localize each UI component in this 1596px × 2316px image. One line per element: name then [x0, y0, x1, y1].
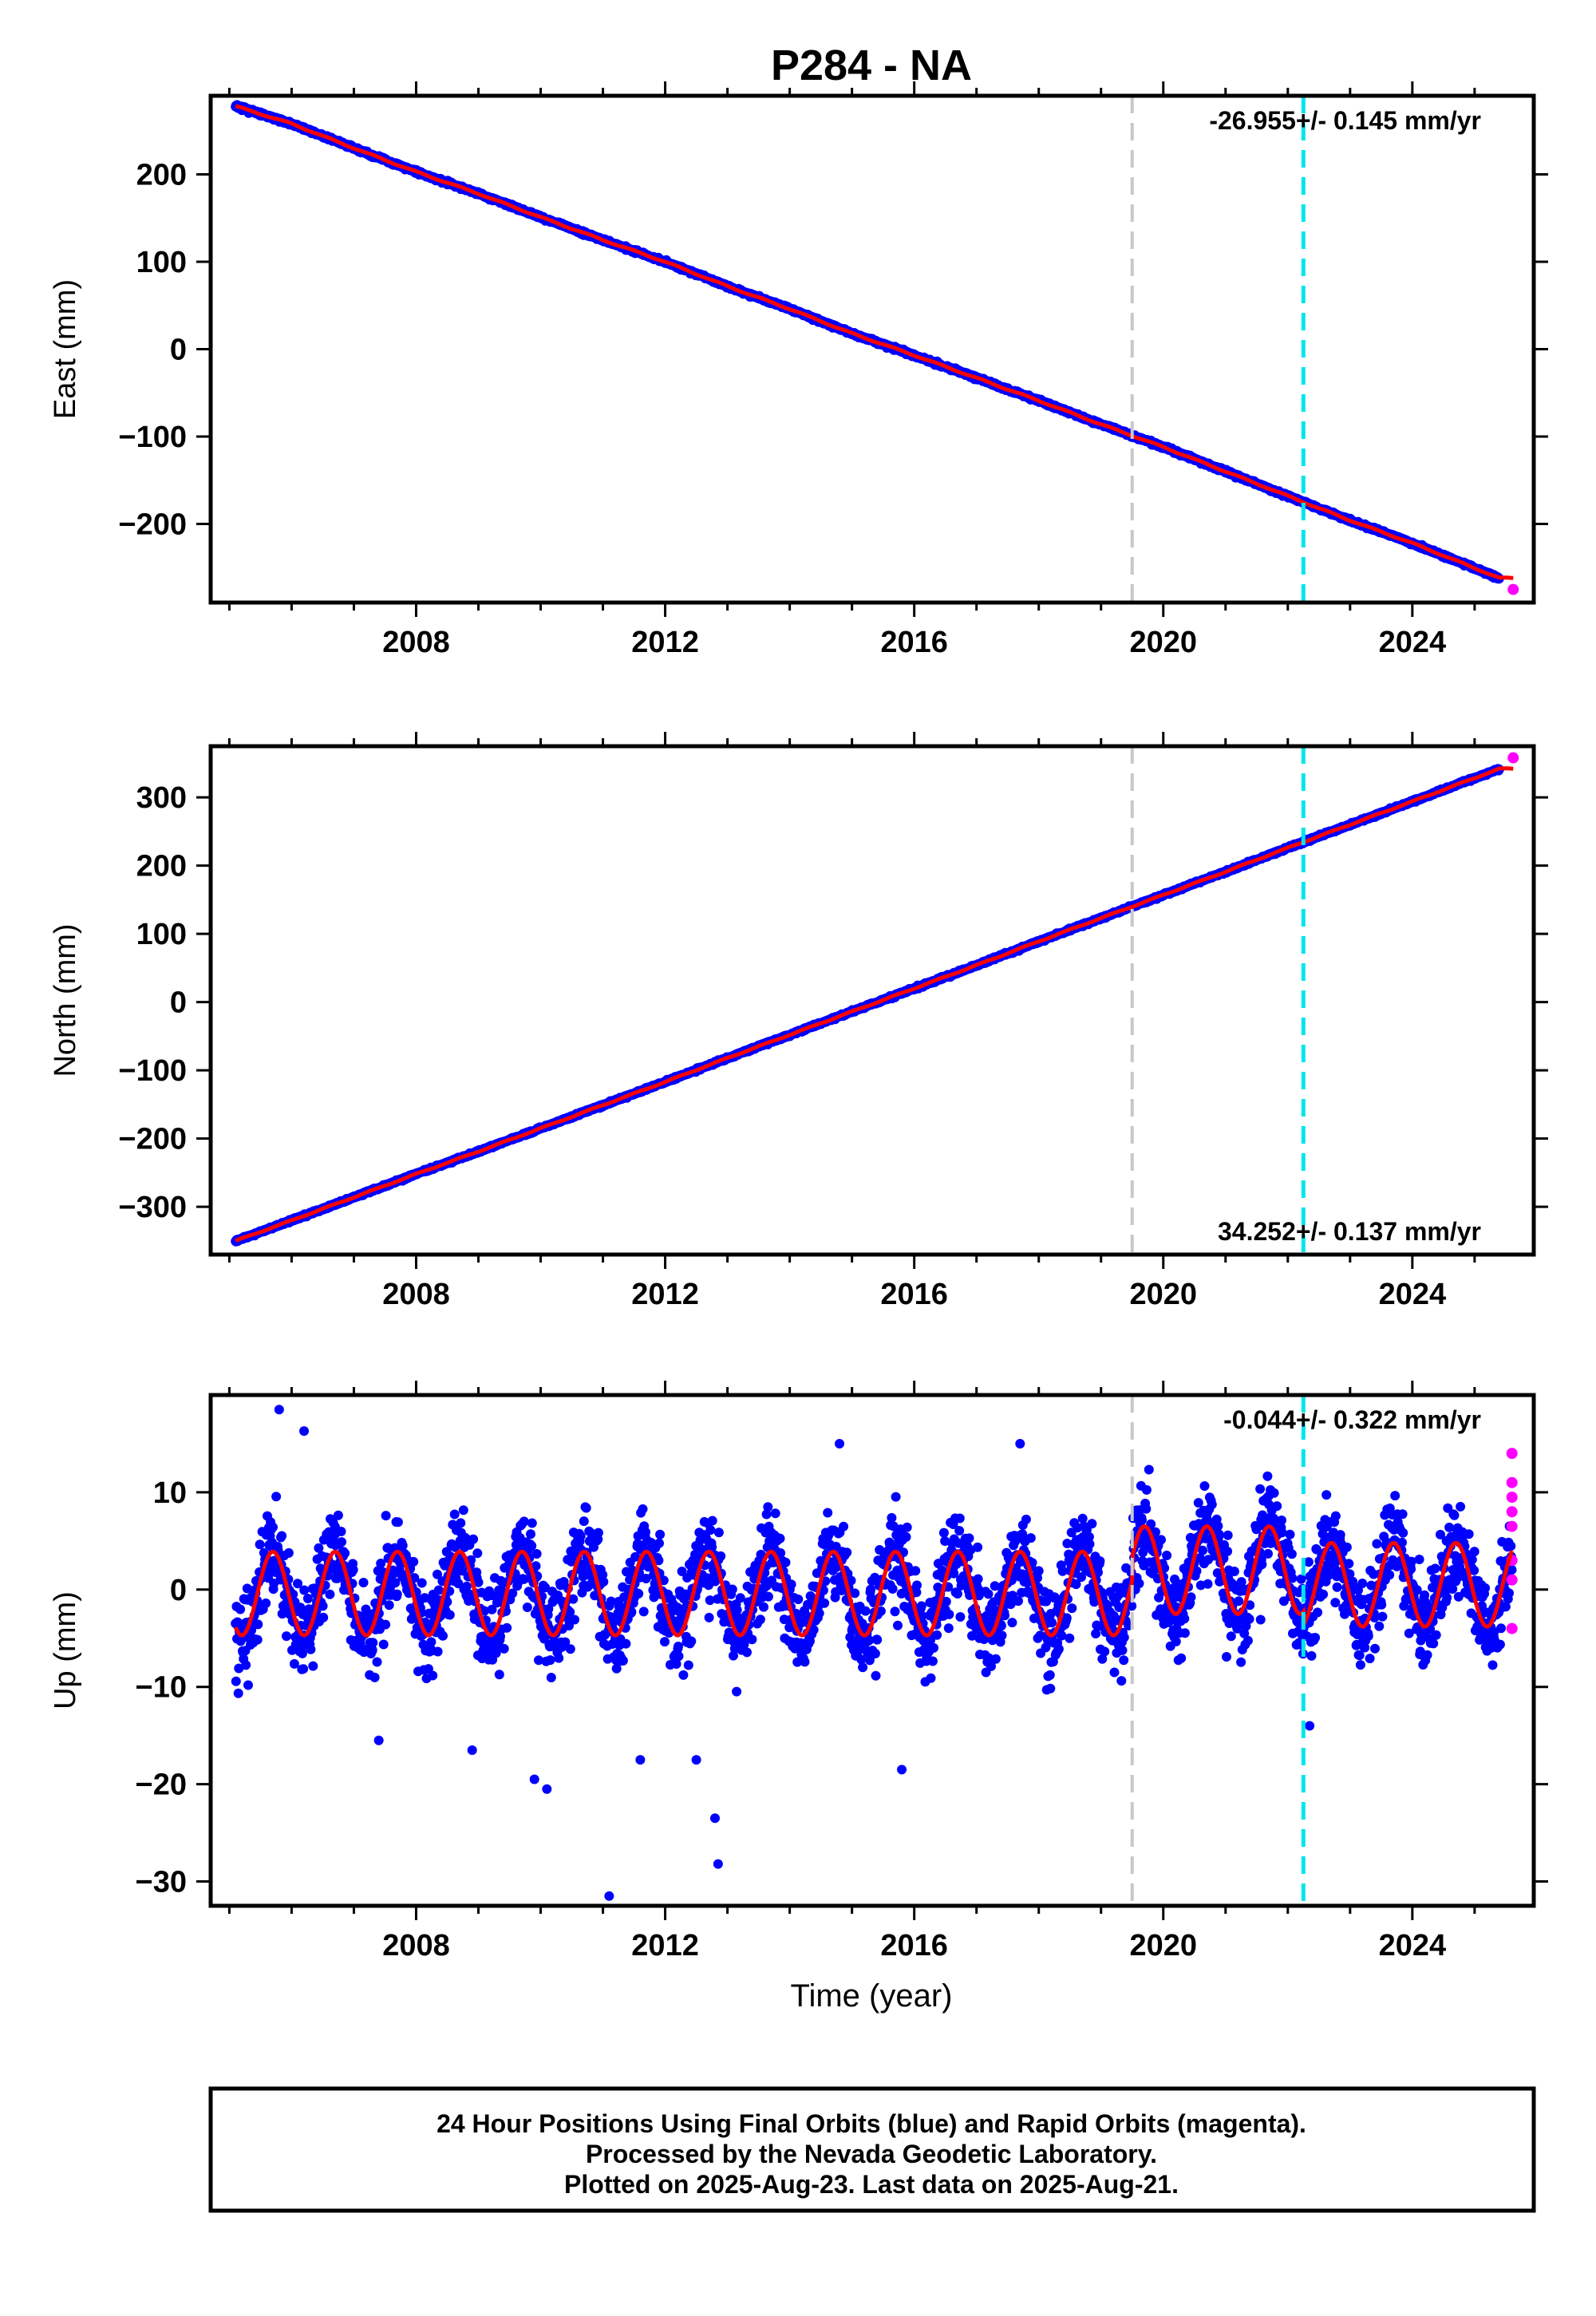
x-tick-label: 2020 [1129, 626, 1197, 659]
x-tick-label: 2024 [1379, 626, 1447, 659]
rapid-orbit-point [1507, 583, 1519, 595]
y-tick-label: 0 [170, 334, 187, 367]
x-tick-label: 2012 [631, 626, 699, 659]
chart-title: P284 - NA [771, 41, 972, 89]
y-tick-label: 200 [136, 159, 187, 192]
y-tick-label: −200 [118, 508, 187, 541]
rapid-orbit-points [1507, 583, 1519, 595]
y-axis-label: East (mm) [49, 279, 82, 419]
plot-area [231, 752, 1519, 1247]
velocity-annotation: -26.955+/- 0.145 mm/yr [1209, 106, 1481, 135]
east-panel: −200 −100 0 100 200 2008 2012 2016 2020 2024 East … [49, 81, 1548, 659]
y-tick-label: 100 [136, 246, 187, 279]
x-tick-label: 2016 [880, 626, 948, 659]
model-fit-line [235, 104, 1514, 580]
y-tick-label: −100 [118, 421, 187, 454]
x-tick-label: 2008 [382, 626, 450, 659]
plot-area [231, 100, 1519, 595]
